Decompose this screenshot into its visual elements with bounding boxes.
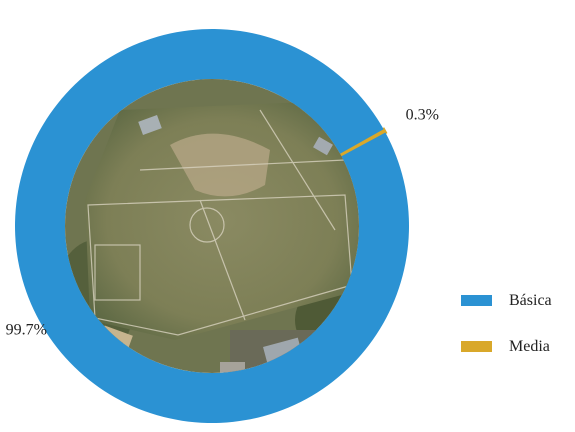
aerial-photo-image: [65, 79, 359, 373]
legend-item-basica: Básica: [461, 289, 573, 312]
legend-swatch-media: [461, 341, 492, 352]
legend-label-media: Media: [509, 338, 550, 355]
legend-label-basica: Básica: [509, 292, 552, 309]
value-label-media: 0.3%: [406, 107, 439, 124]
value-labels: 0.3% 99.7%: [6, 107, 439, 339]
legend: Básica Media: [461, 289, 573, 381]
legend-swatch-basica: [461, 295, 492, 306]
legend-item-media: Media: [461, 335, 573, 358]
value-label-bsica: 99.7%: [6, 321, 47, 338]
